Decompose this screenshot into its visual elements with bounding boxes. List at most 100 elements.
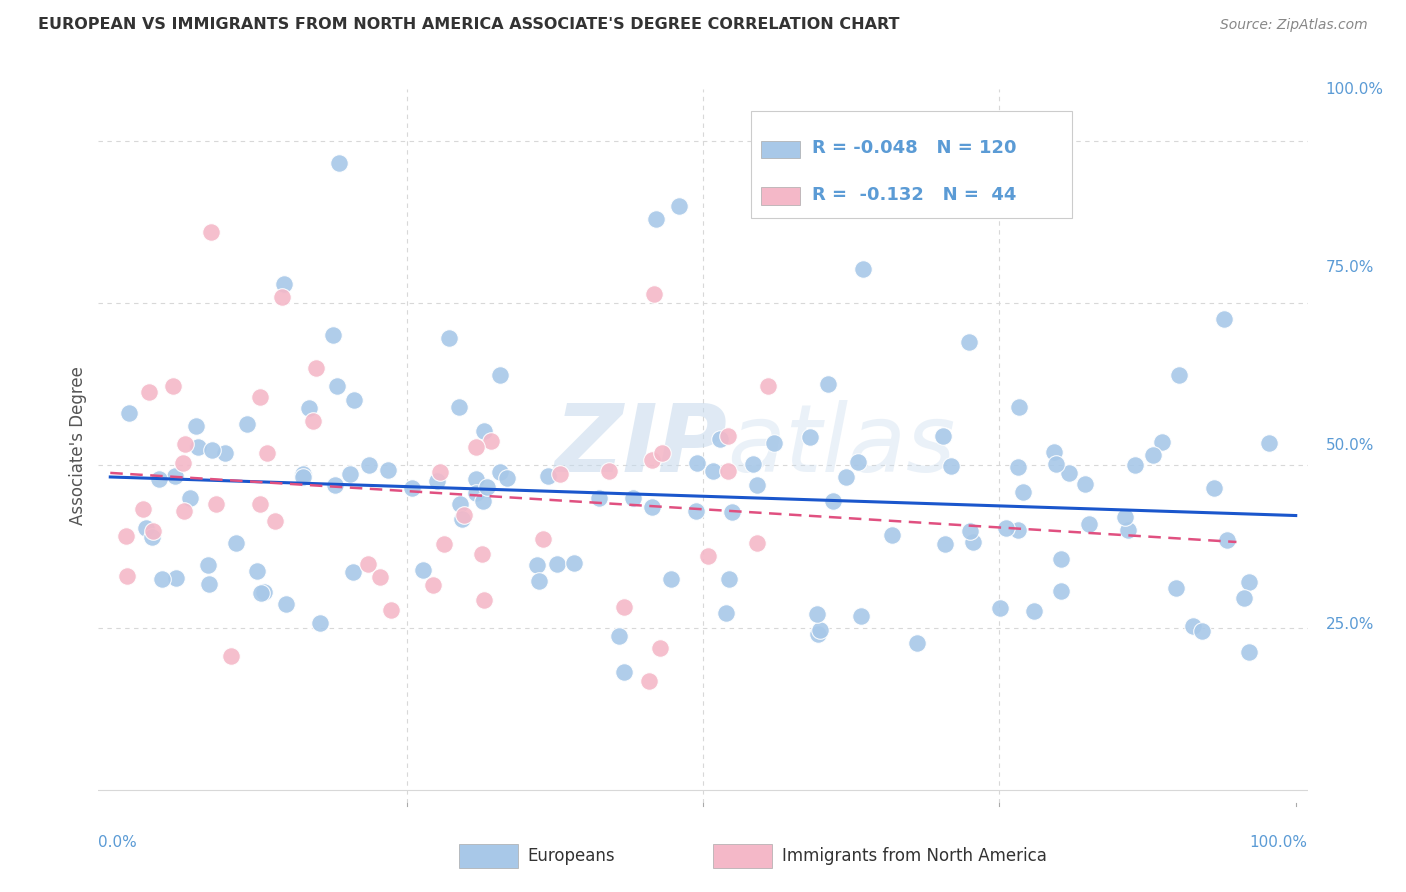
Point bbox=[472, 494, 495, 508]
Text: 75.0%: 75.0% bbox=[1326, 260, 1374, 275]
Point bbox=[429, 465, 451, 479]
Point bbox=[1191, 624, 1213, 639]
Point bbox=[274, 597, 297, 611]
Point bbox=[1166, 581, 1188, 595]
Point bbox=[685, 504, 707, 518]
Point bbox=[1114, 509, 1136, 524]
Point bbox=[472, 593, 495, 607]
Point bbox=[994, 521, 1017, 535]
Point bbox=[131, 501, 153, 516]
Point bbox=[720, 505, 742, 519]
Point bbox=[1233, 591, 1256, 605]
Point bbox=[531, 533, 554, 547]
Point bbox=[659, 572, 682, 586]
Point bbox=[236, 417, 259, 432]
Point bbox=[644, 211, 666, 226]
Point bbox=[588, 491, 610, 506]
Point bbox=[179, 491, 201, 505]
FancyBboxPatch shape bbox=[713, 844, 772, 869]
Point bbox=[464, 472, 486, 486]
Point bbox=[401, 481, 423, 495]
Point bbox=[959, 524, 981, 538]
Point bbox=[249, 497, 271, 511]
Text: 100.0%: 100.0% bbox=[1326, 82, 1384, 96]
Point bbox=[763, 436, 786, 450]
Point bbox=[1167, 368, 1189, 382]
Point bbox=[641, 500, 664, 515]
Point bbox=[934, 537, 956, 551]
Point bbox=[165, 571, 187, 585]
Point bbox=[301, 414, 323, 428]
Text: 50.0%: 50.0% bbox=[1326, 439, 1374, 453]
Point bbox=[1150, 434, 1173, 449]
Point bbox=[200, 225, 222, 239]
Point bbox=[939, 458, 962, 473]
Point bbox=[162, 379, 184, 393]
Point bbox=[273, 277, 295, 292]
Point bbox=[339, 467, 361, 482]
Point bbox=[613, 665, 636, 679]
Point bbox=[264, 514, 287, 528]
Point bbox=[465, 486, 488, 500]
Point bbox=[1215, 533, 1237, 547]
Point bbox=[1043, 444, 1066, 458]
Point bbox=[368, 570, 391, 584]
Point bbox=[1008, 401, 1031, 415]
Point bbox=[880, 528, 903, 542]
Point bbox=[962, 535, 984, 549]
Point bbox=[835, 469, 858, 483]
Point bbox=[489, 368, 512, 382]
Point bbox=[651, 446, 673, 460]
Point bbox=[598, 464, 620, 478]
Point bbox=[1142, 449, 1164, 463]
Point bbox=[292, 467, 315, 481]
Point bbox=[932, 428, 955, 442]
Point bbox=[641, 452, 664, 467]
Point bbox=[426, 474, 449, 488]
Point bbox=[447, 400, 470, 414]
Point bbox=[117, 406, 139, 420]
Point bbox=[852, 261, 875, 276]
Point bbox=[756, 379, 779, 393]
Point bbox=[741, 457, 763, 471]
Point bbox=[527, 574, 550, 588]
Point bbox=[437, 331, 460, 345]
Point bbox=[905, 636, 928, 650]
Point bbox=[817, 376, 839, 391]
Point bbox=[1050, 584, 1073, 599]
FancyBboxPatch shape bbox=[761, 187, 800, 205]
Point bbox=[449, 497, 471, 511]
Point bbox=[322, 328, 344, 343]
Point bbox=[214, 446, 236, 460]
Text: ZIP: ZIP bbox=[554, 400, 727, 492]
Point bbox=[357, 558, 380, 572]
Point bbox=[326, 379, 349, 393]
Point bbox=[1237, 574, 1260, 589]
Point bbox=[546, 558, 568, 572]
Point bbox=[1024, 604, 1046, 618]
Point bbox=[821, 494, 844, 508]
Point bbox=[450, 511, 472, 525]
Point bbox=[412, 563, 434, 577]
Point bbox=[309, 615, 332, 630]
Point bbox=[709, 432, 731, 446]
Point bbox=[163, 469, 186, 483]
Point bbox=[668, 199, 690, 213]
Point bbox=[256, 446, 278, 460]
Point bbox=[562, 556, 585, 570]
Point bbox=[377, 462, 399, 476]
Point bbox=[292, 470, 315, 484]
Point bbox=[718, 572, 741, 586]
Text: Immigrants from North America: Immigrants from North America bbox=[782, 847, 1046, 865]
Point bbox=[221, 648, 243, 663]
Point bbox=[115, 568, 138, 582]
Point bbox=[298, 401, 321, 415]
Point bbox=[851, 608, 873, 623]
Point bbox=[200, 442, 222, 457]
Point bbox=[464, 440, 486, 454]
Point bbox=[1050, 551, 1073, 566]
Point bbox=[643, 287, 665, 301]
Point bbox=[1059, 466, 1081, 480]
Text: 0.0%: 0.0% bbox=[98, 835, 138, 850]
Point bbox=[638, 673, 661, 688]
